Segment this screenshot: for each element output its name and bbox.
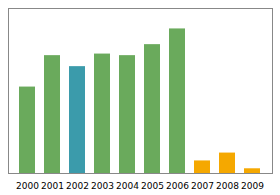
svg-text:2003: 2003 xyxy=(91,181,114,191)
svg-text:2004: 2004 xyxy=(116,181,139,191)
svg-text:2002: 2002 xyxy=(66,181,89,191)
svg-text:2009: 2009 xyxy=(241,181,264,191)
svg-text:2005: 2005 xyxy=(141,181,164,191)
svg-text:2006: 2006 xyxy=(166,181,189,191)
svg-text:2007: 2007 xyxy=(191,181,214,191)
svg-text:2001: 2001 xyxy=(41,181,64,191)
svg-text:2000: 2000 xyxy=(16,181,39,191)
svg-text:2008: 2008 xyxy=(216,181,239,191)
